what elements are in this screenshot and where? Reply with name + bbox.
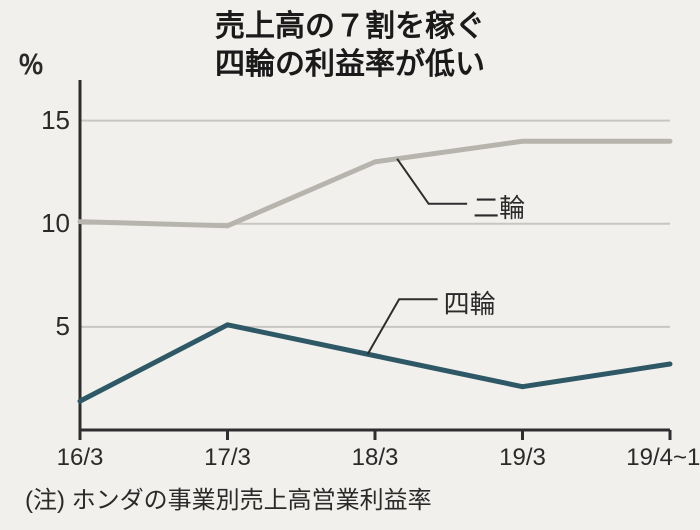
chart-footnote: (注) ホンダの事業別売上高営業利益率 (25, 480, 432, 515)
x-tick-label: 18/3 (352, 444, 399, 472)
series-label-二輪: 二輪 (473, 188, 525, 225)
x-tick-label: 17/3 (204, 444, 251, 472)
x-tick-label: 19/3 (499, 444, 546, 472)
chart-container: 売上高の７割を稼ぐ 四輪の利益率が低い ％ 51015 16/317/318/3… (0, 0, 700, 530)
y-tick-label: 15 (25, 105, 70, 136)
x-tick-label: 16/3 (57, 444, 104, 472)
x-tick-label: 19/4~12 (626, 444, 700, 472)
y-tick-label: 5 (25, 311, 70, 342)
chart-svg (0, 0, 700, 530)
series-label-四輪: 四輪 (444, 284, 496, 321)
y-tick-label: 10 (25, 208, 70, 239)
